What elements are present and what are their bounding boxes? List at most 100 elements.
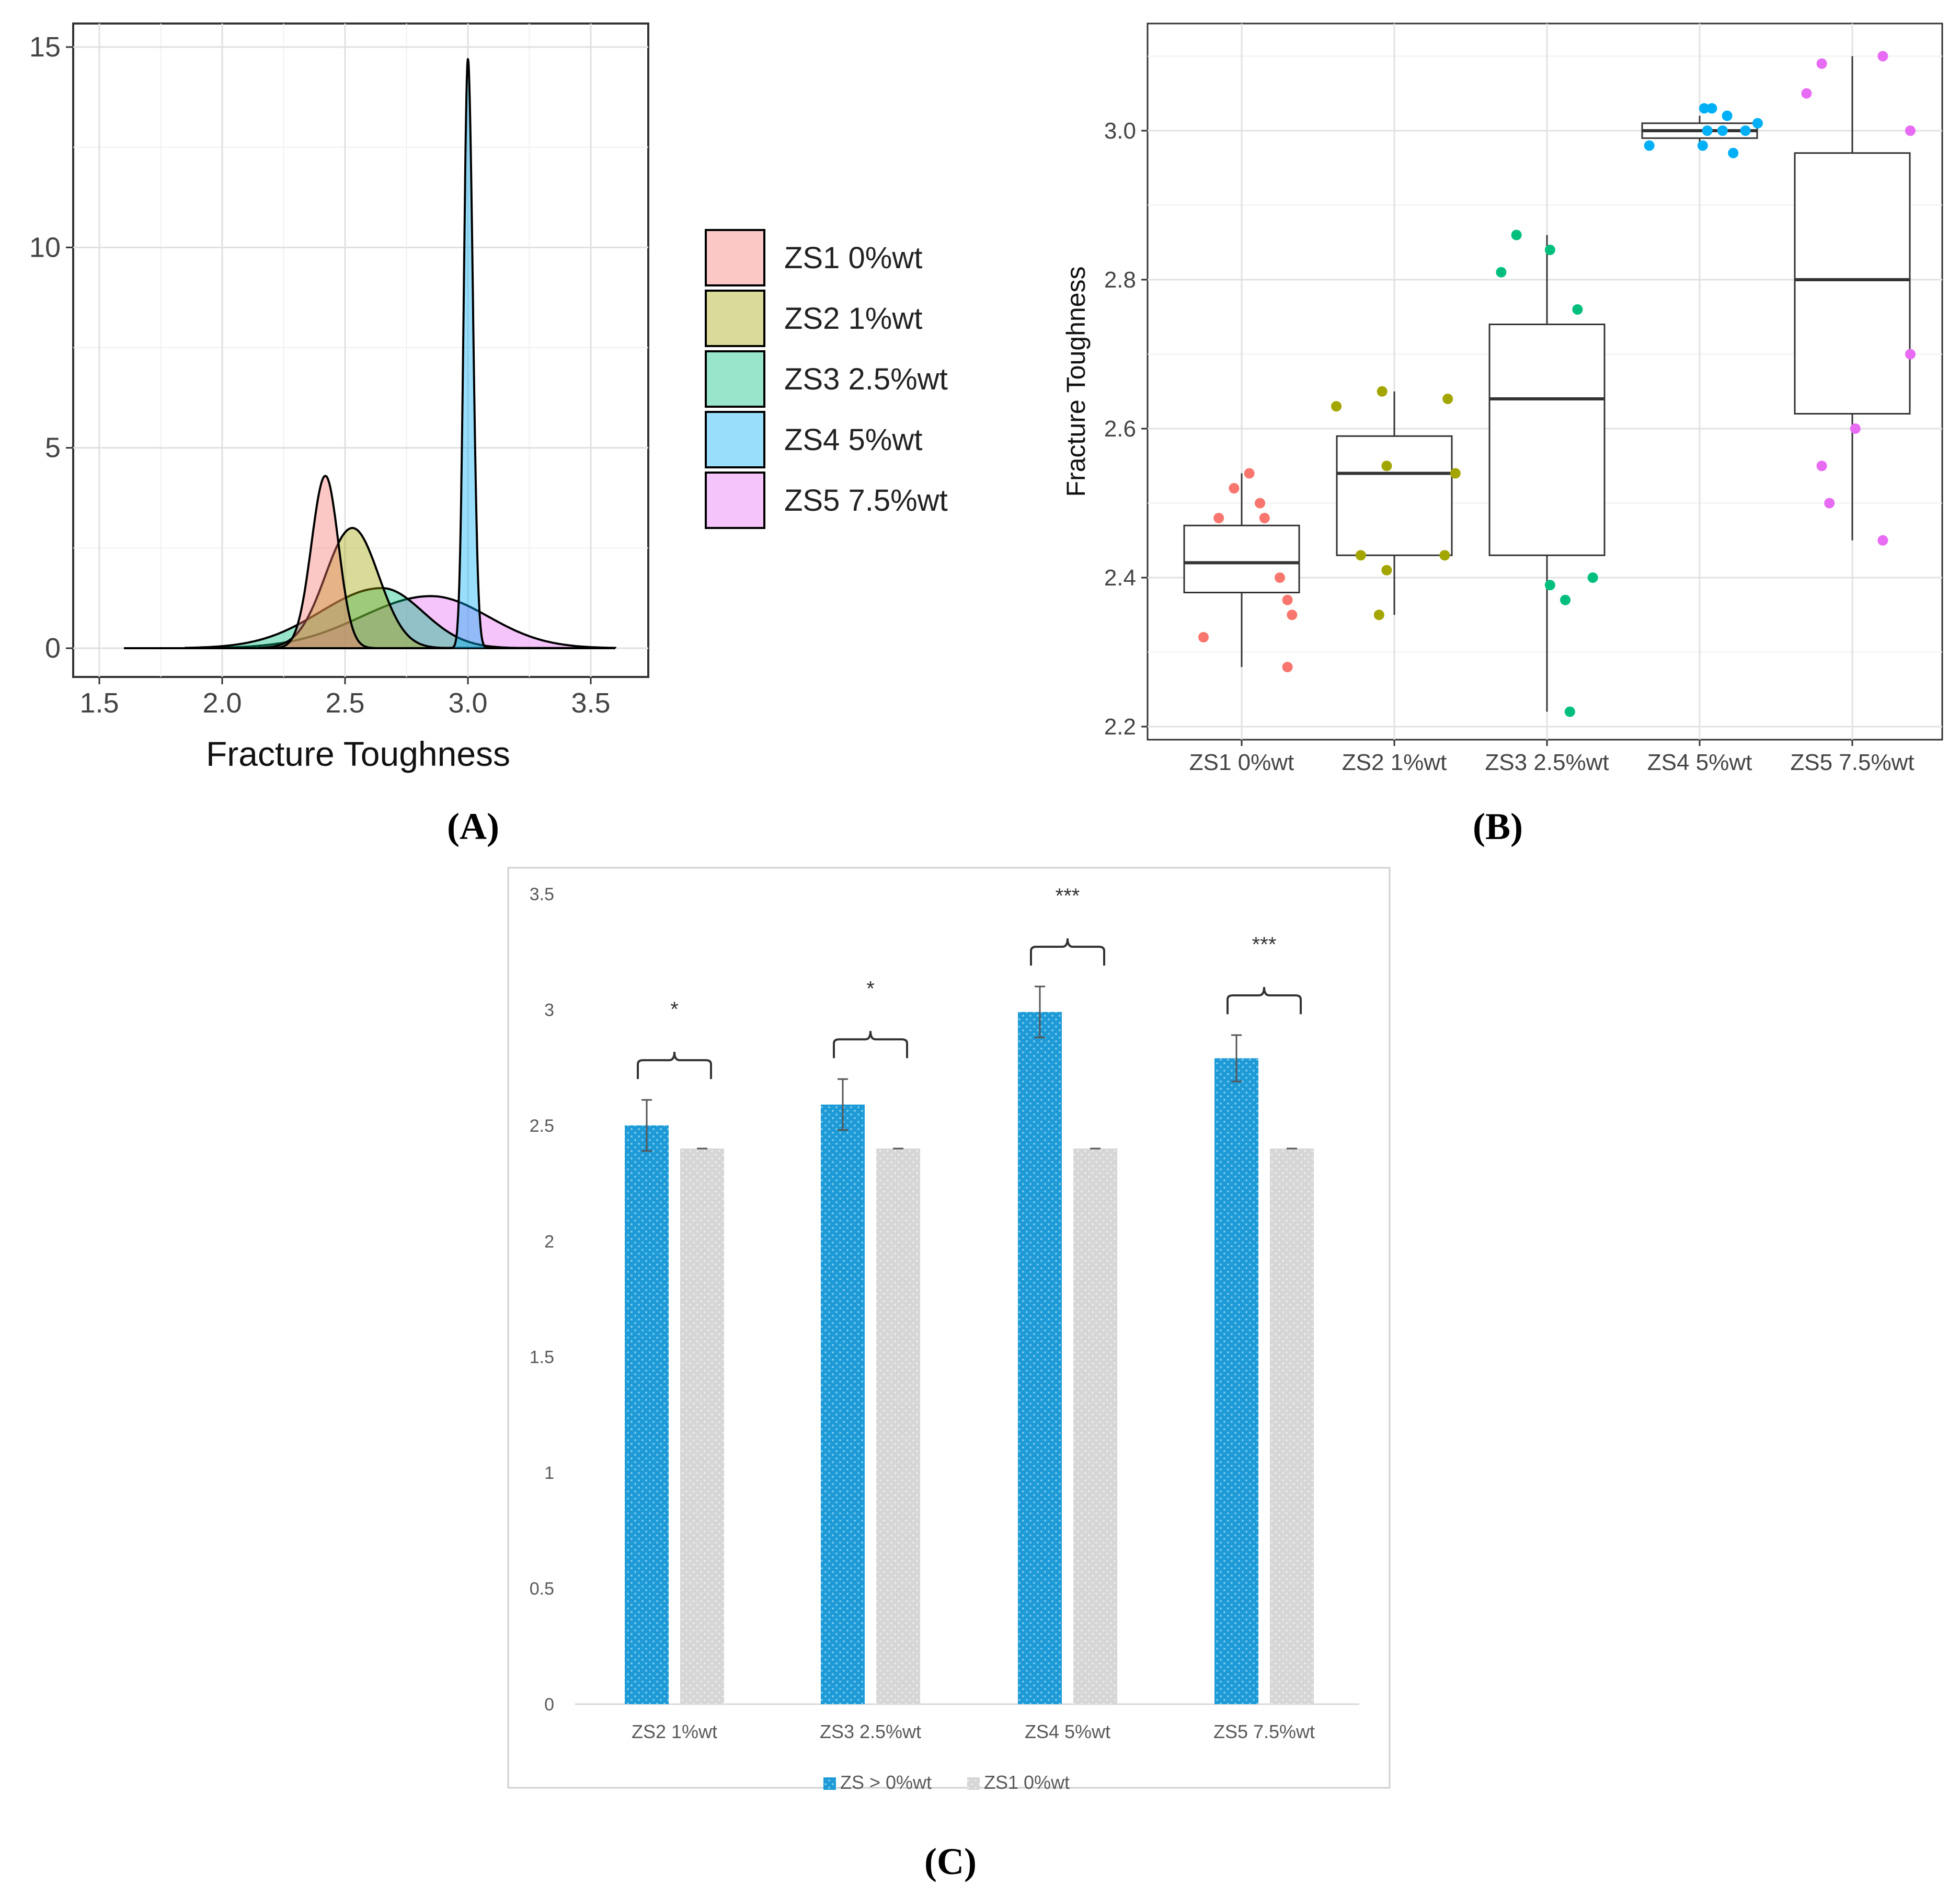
data-point <box>1381 565 1392 576</box>
data-point <box>1373 610 1384 620</box>
data-point <box>1275 572 1285 583</box>
legend-key <box>823 1777 836 1790</box>
data-point <box>1877 535 1888 546</box>
y-tick-label: 0.5 <box>530 1579 554 1599</box>
data-point <box>1560 594 1571 605</box>
y-tick-label: 15 <box>29 31 61 63</box>
panel-label-c: (C) <box>924 1841 977 1882</box>
y-tick-label: 2.2 <box>1104 714 1136 740</box>
x-tick-label: ZS1 0%wt <box>1189 750 1294 775</box>
data-point <box>1564 706 1575 717</box>
legend-label: ZS3 2.5%wt <box>784 362 948 396</box>
data-point <box>1496 267 1507 278</box>
bar-zs-positive <box>1018 1012 1062 1704</box>
x-tick-label: ZS5 7.5%wt <box>1790 750 1914 775</box>
data-point <box>1282 662 1293 672</box>
jitter-points <box>1198 51 1916 717</box>
data-point <box>1511 229 1522 240</box>
legend-label: ZS4 5%wt <box>784 423 922 457</box>
bar-zs1-reference <box>876 1148 920 1704</box>
density-area-zs5-7-5-wt <box>124 595 616 649</box>
y-tick-label: 10 <box>29 232 61 263</box>
y-axis-title: Fracture Toughness <box>1061 267 1091 497</box>
y-tick-label: 2.5 <box>530 1116 554 1136</box>
data-point <box>1728 147 1739 158</box>
axis-ticks: 2.2 2.4 2.6 2.8 3.0 ZS1 0%wt ZS2 1%wt ZS3 2.5%w… <box>1104 118 1915 775</box>
x-tick-label: ZS5 7.5%wt <box>1213 1721 1315 1742</box>
box-iqr <box>1183 524 1300 593</box>
data-point <box>1752 118 1763 129</box>
data-point <box>1850 423 1861 434</box>
box-2 <box>1336 391 1453 615</box>
legend-label: ZS > 0%wt <box>840 1772 932 1793</box>
data-point <box>1381 461 1392 472</box>
data-point <box>1699 103 1710 114</box>
legend: ZS > 0%wt ZS1 0%wt <box>823 1772 1070 1793</box>
data-point <box>1229 483 1240 493</box>
data-point <box>1644 140 1655 151</box>
data-point <box>1722 110 1733 121</box>
axis-ticks: 0 0.5 1 1.5 2 2.5 3 3.5 ZS2 1%wt ZS3 2.5%wt ZS4 5%… <box>530 884 1315 1742</box>
x-axis-title: Fracture Toughness <box>206 734 510 773</box>
data-point <box>1587 572 1598 583</box>
data-point <box>1801 88 1812 99</box>
data-point <box>1905 125 1916 136</box>
x-tick-label: 2.5 <box>325 687 364 719</box>
bar-zs1-reference <box>1073 1148 1117 1704</box>
x-tick-label: ZS4 5%wt <box>1025 1721 1110 1742</box>
data-point <box>1702 125 1713 136</box>
panel-label-a: (A) <box>447 806 499 847</box>
bar-zs1-reference <box>680 1148 724 1704</box>
data-point <box>1824 498 1835 509</box>
y-tick-label: 0 <box>45 633 61 664</box>
data-point <box>1816 58 1827 69</box>
legend-key <box>705 472 765 529</box>
data-point <box>1697 140 1708 151</box>
box-3 <box>1488 235 1606 712</box>
y-tick-label: 3 <box>544 1000 554 1020</box>
density-area-zs3-2-5-wt <box>124 587 616 649</box>
data-point <box>1450 468 1461 479</box>
y-tick-label: 2.4 <box>1104 565 1136 591</box>
plot-panel <box>72 22 649 678</box>
data-point <box>1905 349 1916 360</box>
legend: ZS1 0%wt ZS2 1%wt ZS3 2.5%wt ZS4 5%wt ZS5 7.… <box>705 229 948 529</box>
bars <box>625 985 1314 1704</box>
legend-label: ZS1 0%wt <box>984 1772 1070 1793</box>
y-tick-label: 3.0 <box>1104 118 1136 144</box>
y-tick-label: 2.8 <box>1104 267 1136 293</box>
x-tick-label: ZS3 2.5%wt <box>1485 750 1609 775</box>
data-point <box>1544 580 1555 591</box>
data-point <box>1244 468 1255 479</box>
y-tick-label: 2.6 <box>1104 416 1136 442</box>
box-5 <box>1794 56 1911 541</box>
legend-key <box>705 411 765 468</box>
x-tick-label: ZS4 5%wt <box>1647 750 1752 775</box>
x-tick-label: ZS2 1%wt <box>632 1721 717 1742</box>
data-point <box>1816 461 1827 472</box>
legend-key <box>967 1777 980 1790</box>
significance-stars: *** <box>1252 933 1277 956</box>
y-tick-label: 5 <box>45 432 61 464</box>
data-point <box>1377 386 1388 397</box>
legend-key <box>705 350 765 408</box>
data-point <box>1255 498 1266 509</box>
density-area-zs4-5-wt <box>124 58 615 649</box>
bar-zs-positive <box>625 1125 669 1704</box>
legend-label: ZS1 0%wt <box>784 241 922 275</box>
x-tick-label: 3.0 <box>448 687 487 719</box>
x-tick-label: 2.0 <box>202 687 242 719</box>
legend-label: ZS5 7.5%wt <box>784 484 948 518</box>
x-tick-label: ZS3 2.5%wt <box>820 1721 921 1742</box>
panel-label-b: (B) <box>1473 806 1523 847</box>
data-point <box>1198 632 1209 642</box>
y-tick-label: 1 <box>544 1463 554 1483</box>
significance-stars: * <box>670 998 679 1021</box>
data-point <box>1442 394 1453 404</box>
box-iqr <box>1336 435 1453 556</box>
bar-zs1-reference <box>1270 1148 1314 1704</box>
significance-stars: * <box>866 977 875 1000</box>
y-tick-label: 1.5 <box>530 1348 554 1368</box>
